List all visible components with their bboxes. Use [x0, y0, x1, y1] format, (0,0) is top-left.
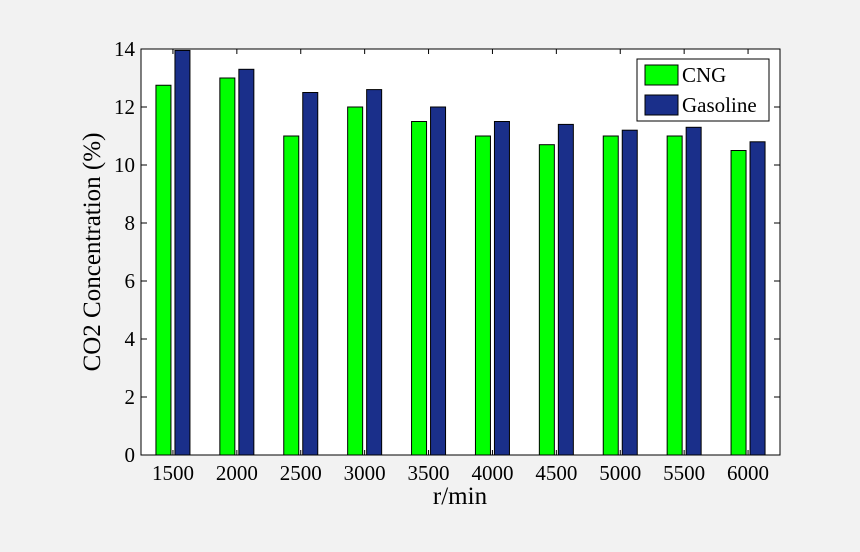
x-tick-label: 4000 — [471, 461, 513, 485]
y-tick-label: 0 — [125, 443, 136, 467]
x-tick-label: 1500 — [152, 461, 194, 485]
x-tick-label: 5000 — [599, 461, 641, 485]
x-tick-label: 3000 — [344, 461, 386, 485]
y-tick-label: 4 — [125, 327, 136, 351]
bar-gasoline-6000 — [749, 141, 766, 456]
y-tick-label: 10 — [114, 153, 135, 177]
bar-cng-1500 — [155, 84, 172, 456]
bar-gasoline-4500 — [557, 123, 574, 456]
bar-cng-6000 — [730, 150, 747, 456]
x-tick-label: 2000 — [216, 461, 258, 485]
bar-gasoline-5500 — [685, 126, 702, 456]
y-axis-label: CO2 Concentration (%) — [79, 133, 106, 372]
x-tick-label: 4500 — [535, 461, 577, 485]
y-tick-label: 12 — [114, 95, 135, 119]
bar-cng-4500 — [538, 144, 555, 456]
y-tick-label: 2 — [125, 385, 136, 409]
bar-cng-5000 — [602, 135, 619, 456]
plot-frame — [140, 48, 781, 456]
y-tick-label: 6 — [125, 269, 136, 293]
bar-gasoline-1500 — [174, 49, 191, 456]
x-tick-label: 3500 — [408, 461, 450, 485]
legend-swatch-gasoline — [644, 94, 679, 116]
bar-cng-3500 — [411, 121, 428, 456]
bar-gasoline-3500 — [430, 106, 447, 456]
bar-cng-2000 — [219, 77, 236, 456]
x-tick-label: 2500 — [280, 461, 322, 485]
legend-label-cng: CNG — [682, 63, 726, 87]
bar-cng-2500 — [283, 135, 300, 456]
x-tick-label: 5500 — [663, 461, 705, 485]
legend-swatch-cng — [644, 64, 679, 86]
y-tick-label: 14 — [114, 37, 136, 61]
bars-layer — [155, 49, 766, 456]
legend-label-gasoline: Gasoline — [682, 93, 757, 117]
bar-cng-3000 — [347, 106, 364, 456]
legend: CNG Gasoline — [636, 58, 770, 122]
x-tick-label: 6000 — [727, 461, 769, 485]
bar-gasoline-4000 — [493, 121, 510, 456]
x-axis-label: r/min — [433, 483, 488, 510]
bar-cng-5500 — [666, 135, 683, 456]
y-tick-label: 8 — [125, 211, 136, 235]
bar-gasoline-2000 — [238, 68, 255, 456]
ticks-layer: 1500 2000 2500 3000 3500 4000 4500 5000 5500 6000… — [114, 37, 780, 485]
bar-gasoline-5000 — [621, 129, 638, 456]
bar-cng-4000 — [474, 135, 491, 456]
bar-gasoline-3000 — [366, 89, 383, 456]
bar-gasoline-2500 — [302, 92, 319, 456]
